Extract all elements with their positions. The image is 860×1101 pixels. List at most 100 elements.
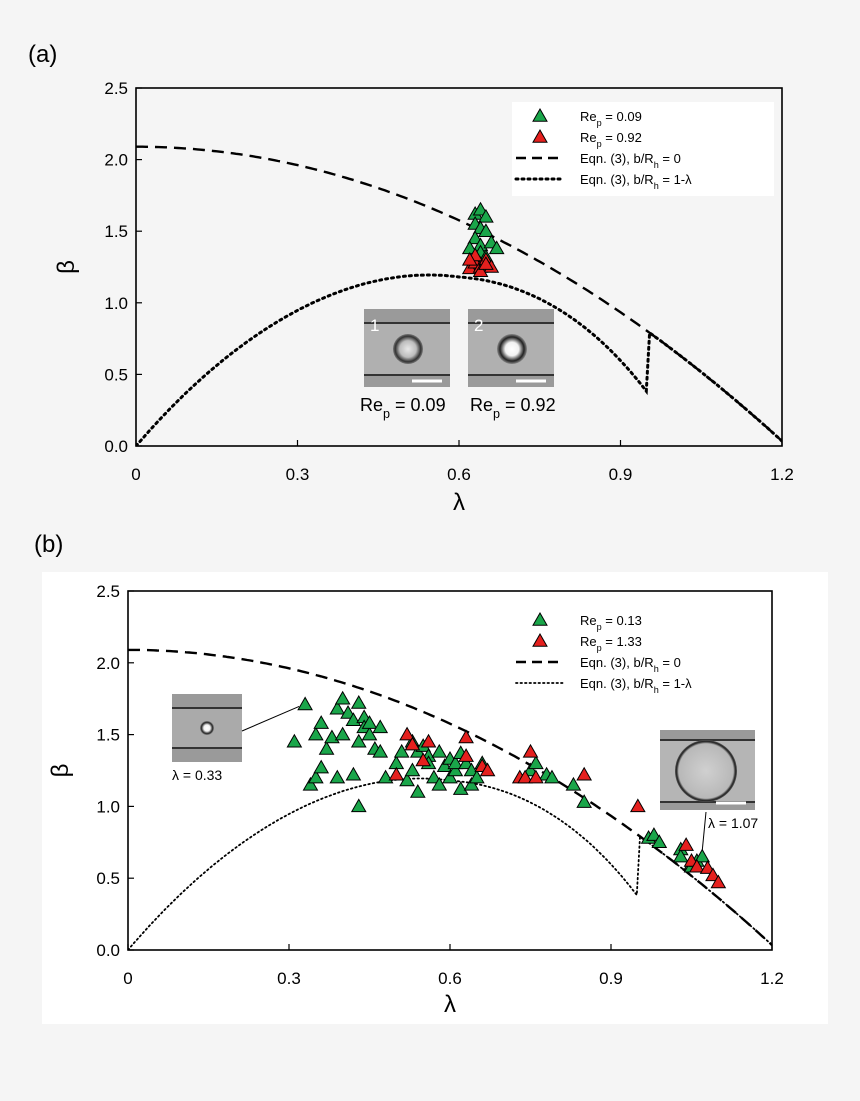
- x-tick-label: 1.2: [760, 969, 784, 988]
- data-point: [350, 798, 367, 813]
- data-point: [334, 690, 351, 705]
- data-point: [705, 867, 721, 882]
- legend-label: Rep = 1.33: [580, 634, 642, 653]
- data-point: [313, 759, 330, 774]
- legend-label: Eqn. (3), b/Rh = 0: [580, 151, 681, 170]
- data-point: [302, 776, 319, 791]
- x-tick-label: 0.6: [447, 465, 471, 484]
- data-point: [318, 740, 335, 755]
- y-tick-label: 0.0: [104, 437, 128, 456]
- data-point: [393, 743, 410, 758]
- data-point: [415, 752, 432, 767]
- data-point: [345, 766, 362, 781]
- inset-pointer: [701, 811, 707, 851]
- y-tick-label: 0.5: [104, 365, 128, 384]
- y-tick-label: 1.0: [96, 797, 120, 816]
- y-tick-label: 2.0: [96, 654, 120, 673]
- data-point: [528, 755, 544, 770]
- inset-caption: λ = 0.33: [172, 767, 222, 783]
- inset-pointer: [241, 705, 300, 732]
- data-point: [576, 766, 593, 781]
- data-point: [420, 733, 437, 748]
- panel-label: (b): [34, 531, 63, 558]
- curve-dashed: [128, 648, 772, 946]
- legend-label: Rep = 0.92: [580, 130, 642, 149]
- y-tick-label: 2.0: [104, 151, 128, 170]
- data-point: [350, 695, 367, 709]
- data-point: [689, 858, 705, 873]
- data-point: [447, 755, 464, 770]
- y-tick-label: 2.5: [96, 582, 120, 601]
- data-point: [340, 705, 356, 719]
- data-point: [629, 798, 646, 813]
- data-point: [576, 794, 593, 808]
- data-point: [472, 263, 489, 278]
- data-point: [297, 696, 313, 711]
- data-point: [678, 837, 694, 851]
- series-red: [461, 247, 500, 278]
- data-point: [307, 726, 324, 741]
- y-tick-label: 1.5: [96, 726, 120, 745]
- data-point: [467, 230, 484, 245]
- data-point: [699, 860, 716, 874]
- data-point: [286, 733, 303, 748]
- data-point: [409, 784, 426, 798]
- legend-marker: [532, 128, 548, 143]
- data-point: [458, 755, 474, 770]
- data-point: [544, 769, 560, 784]
- data-point: [479, 762, 496, 777]
- data-point: [468, 769, 485, 784]
- data-point: [517, 769, 533, 784]
- data-point: [329, 769, 346, 784]
- data-point: [372, 719, 389, 734]
- legend-label: Rep = 0.13: [580, 613, 642, 632]
- legend-box: [512, 606, 766, 700]
- data-point: [478, 208, 494, 223]
- inset-caption: Rep = 0.92: [470, 395, 556, 421]
- data-point: [372, 743, 389, 758]
- curve-dashed: [136, 145, 782, 442]
- data-point: [431, 776, 448, 791]
- legend-marker: [532, 632, 548, 647]
- x-tick-label: 0.3: [277, 969, 301, 988]
- data-point: [458, 729, 474, 744]
- bubble: [200, 721, 214, 735]
- inset-caption: Rep = 0.09: [360, 395, 446, 421]
- data-point: [447, 762, 464, 777]
- series-red: [388, 726, 727, 889]
- data-point: [646, 827, 662, 841]
- data-point: [350, 733, 367, 748]
- legend-label: Eqn. (3), b/Rh = 0: [580, 655, 681, 674]
- data-point: [478, 256, 494, 270]
- data-point: [463, 762, 480, 777]
- y-tick-label: 0.0: [96, 941, 120, 960]
- data-point: [458, 748, 474, 762]
- chart-panel-b: (b) 0 0.3 0.6 0.9 1.2 0.0 0.5 1.0 1.5 2.0 2.5 λ β Rep …: [34, 531, 828, 1024]
- data-point: [710, 874, 727, 889]
- data-point: [565, 776, 582, 791]
- micrograph-inset: 2: [468, 309, 554, 387]
- model-curves: [136, 145, 782, 446]
- y-axis-label: β: [53, 260, 80, 274]
- bubble: [393, 334, 423, 364]
- y-tick-label: 1.0: [104, 294, 128, 313]
- data-point: [307, 769, 324, 784]
- legend-label: Rep = 0.09: [580, 109, 642, 128]
- y-tick-label: 2.5: [104, 79, 128, 98]
- x-axis-label: λ: [453, 489, 465, 516]
- legend-marker: [532, 107, 548, 122]
- data-point: [528, 769, 544, 784]
- data-point: [426, 769, 442, 784]
- data-point: [478, 223, 494, 237]
- data-point: [329, 700, 346, 715]
- y-tick-label: 1.5: [104, 222, 128, 241]
- bubble: [497, 334, 527, 364]
- legend-label: Eqn. (3), b/Rh = 1-λ: [580, 172, 692, 191]
- curve-dotted: [136, 273, 782, 446]
- legend-box: [512, 102, 774, 196]
- data-point: [404, 762, 421, 777]
- x-tick-label: 0.3: [286, 465, 310, 484]
- data-point: [442, 769, 458, 784]
- inset-caption: λ = 1.07: [708, 815, 758, 831]
